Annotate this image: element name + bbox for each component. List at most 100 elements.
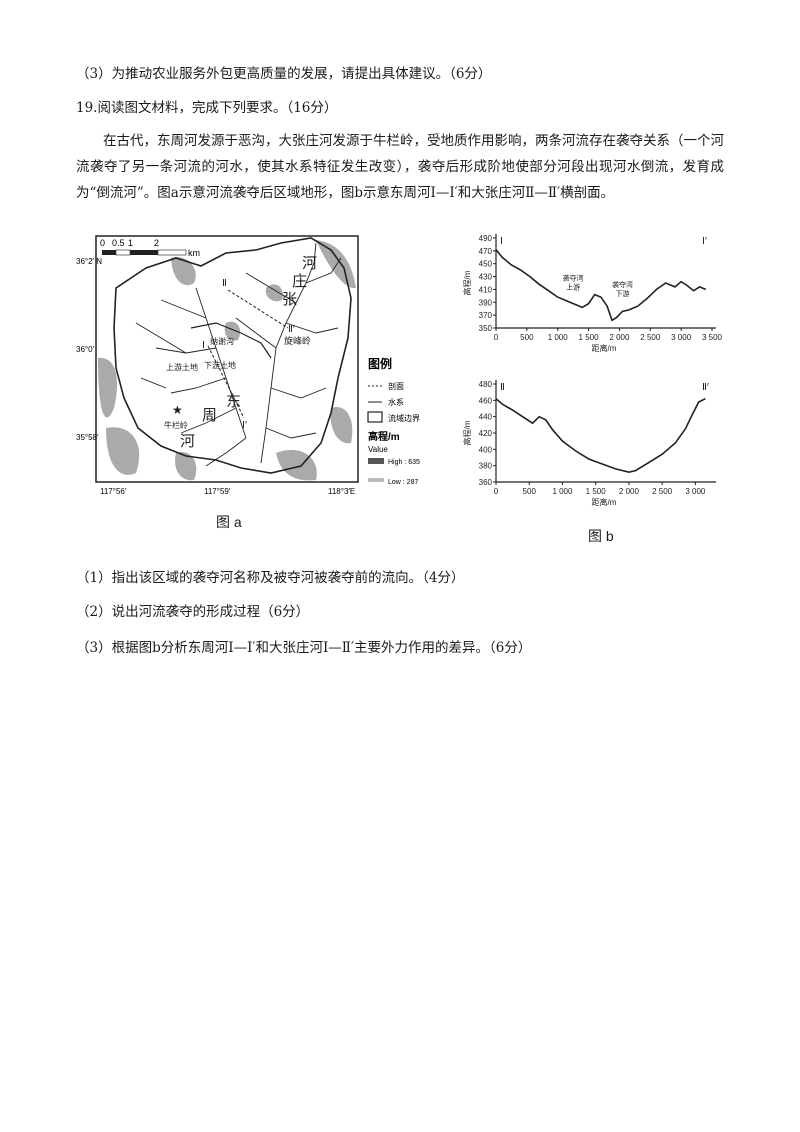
question-3: （3）根据图b分析东周河Ⅰ—Ⅰ′和大张庄河Ⅰ—Ⅱ′主要外力作用的差异。（6分） [76,640,532,656]
chart1-ytick-label-6: 370 [479,311,493,320]
map-frame [95,235,359,483]
chart2-ytick-label-6: 360 [479,478,493,487]
legend-value: Value [368,445,388,454]
label-lower-terrace: 下游土地 [204,360,236,370]
chart1-annotation-0-b: 上游 [566,283,580,292]
figure-b-chart-1: 490 470 450 430 410 390 370 350 0 500 1 000 1 500 2 … [460,228,730,364]
chart1-ylabel: 高程/m [462,270,472,295]
chart2-ytick-label-1: 460 [479,396,493,405]
scale-1: 1 [128,238,133,248]
chart1-xtick-label-5: 2 500 [640,333,661,342]
chart2-end-label: Ⅱ′ [702,382,709,393]
watershed-boundary [113,237,352,474]
legend-low: Low : 287 [388,479,418,486]
q18-item3: （3）为推动农业服务外包更高质量的发展，请提出具体建议。（6分） [76,66,492,82]
chart1-xtick-label-2: 1 000 [548,333,569,342]
scale-2: 2 [154,238,159,248]
lon-label-1: 117°56′ [100,487,127,496]
label-zhangzhuang-3: 张 [282,291,297,308]
label-upper-terrace: 上游土地 [166,362,198,372]
label-sec1: Ⅰ [202,340,205,351]
lon-label-2: 117°59′ [204,487,231,496]
lat-label-1: 36°2′ N [76,257,102,266]
chart1-ytick-label-7: 350 [479,324,493,333]
chart2-xtick-label-0: 0 [494,487,499,496]
chart2-xtick-label-5: 2 500 [652,487,673,496]
chart1-ytick-label-3: 430 [479,273,493,282]
label-sec1p: Ⅰ′ [242,420,247,431]
lat-label-2: 36°0′ [76,345,95,354]
chart1-xtick-label-1: 500 [520,333,534,342]
relief-shading [98,240,356,481]
label-nanduogou: 纳谢沟 [210,336,234,346]
q19-material: 在古代，东周河发源于恶沟，大张庄河发源于牛栏岭，受地质作用影响，两条河流存在袭夺… [76,128,724,206]
section-1-line [207,345,245,419]
map-svg: 0 0.5 1 2 km 36°2′ N 36°0′ 35°58′ 117°56… [76,235,420,496]
lat-label-3: 35°58′ [76,433,99,442]
scale-km: km [188,248,200,258]
scale-bar: 0 0.5 1 2 km [100,238,200,258]
figure-a-map: 0 0.5 1 2 km 36°2′ N 36°0′ 35°58′ 117°56… [76,228,456,498]
label-xuanfengling: 旋峰岭 [284,335,311,346]
chart1-ytick-label-1: 470 [479,247,493,256]
chart2-ylabel: 高程/m [462,420,472,445]
label-sec2p: Ⅱ′ [288,324,295,335]
legend-section: 剖面 [388,381,404,391]
chart2-ytick-label-5: 380 [479,462,493,471]
chart2-start-label: Ⅱ [500,382,505,393]
chart1-xlabel: 距离/m [592,343,617,353]
label-niulanling: 牛栏岭 [164,420,188,430]
chart1-xtick-label-4: 2 000 [609,333,630,342]
scale-05: 0.5 [112,238,125,248]
chart2-profile-line [495,397,706,474]
figure-b-caption: 图 b [588,528,614,544]
legend-high: High : 635 [388,459,420,466]
q19-material-text: 在古代，东周河发源于恶沟，大张庄河发源于牛栏岭，受地质作用影响，两条河流存在袭夺… [76,133,724,201]
chart1-xtick-label-6: 3 000 [671,333,692,342]
lon-label-3: 118°3′E [328,487,355,496]
chart1-xtick-label-0: 0 [494,333,499,342]
chart1-end-label: Ⅰ′ [702,236,707,247]
section-2-line [227,289,289,329]
inner-boundary [190,322,272,359]
chart1-ytick-label-0: 490 [479,234,493,243]
legend-elev-title: 高程/m [368,430,400,443]
chart1-start-label: Ⅰ [500,236,503,247]
label-dongzhou-3: 河 [180,433,195,450]
chart1-xtick-label-7: 3 500 [702,333,723,342]
chart2-xtick-label-2: 1 000 [552,487,573,496]
chart2-ytick-label-3: 420 [479,429,493,438]
label-dongzhou-1: 东 [226,393,241,410]
legend-title: 图例 [368,356,392,371]
label-dongzhou-2: 周 [202,407,217,424]
chart1-annotation-1-a: 袭夺湾 [612,280,633,289]
figure-b-chart-2: 480 460 440 420 400 380 360 0 500 1 000 1 500 2 000… [460,372,730,512]
chart2-ytick-label-4: 400 [479,445,493,454]
label-sec2: Ⅱ [222,278,227,289]
chart1-annotation-0-a: 袭夺湾 [563,274,584,283]
map-legend: 图例 剖面 水系 流域边界 高程/m Value High : 635 Low … [367,356,420,486]
chart1-xtick-label-3: 1 500 [579,333,600,342]
chart2-ytick-label-0: 480 [479,380,493,389]
question-2: （2）说出河流袭夺的形成过程（6分） [76,604,310,620]
label-zhangzhuang-2: 庄 [292,272,307,290]
chart2-xtick-label-4: 2 000 [619,487,640,496]
chart2-xtick-label-1: 500 [523,487,537,496]
question-1: （1）指出该区域的袭夺河名称及被夺河被袭夺前的流向。（4分） [76,570,465,586]
scale-0: 0 [100,238,105,248]
chart1-ytick-label-2: 450 [479,260,493,269]
legend-boundary: 流域边界 [388,413,420,423]
legend-river: 水系 [388,397,404,407]
q19-title: 19.阅读图文材料，完成下列要求。（16分） [76,100,338,116]
river-network [135,242,342,467]
niulanling-star: ★ [172,403,183,417]
label-zhangzhuang-1: 河 [302,255,317,272]
chart1-ytick-label-5: 390 [479,298,493,307]
chart1-annotation-1-b: 下游 [616,289,630,298]
figure-a-caption: 图 a [216,514,242,530]
chart1-ytick-label-4: 410 [479,285,493,294]
chart2-xtick-label-6: 3 000 [685,487,706,496]
chart1-profile-line [495,249,707,322]
